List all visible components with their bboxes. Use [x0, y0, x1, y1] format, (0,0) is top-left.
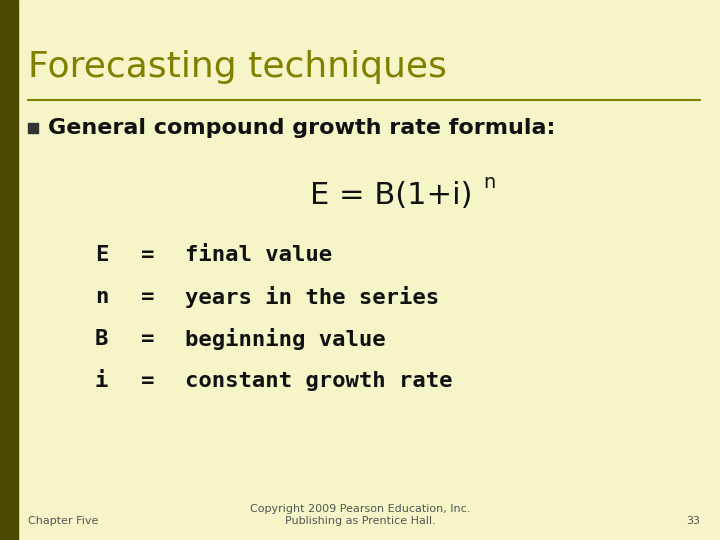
- Text: n: n: [483, 173, 495, 192]
- Text: E = B(1+i): E = B(1+i): [310, 180, 472, 210]
- Text: General compound growth rate formula:: General compound growth rate formula:: [48, 118, 555, 138]
- Text: n: n: [95, 287, 109, 307]
- Text: =: =: [141, 371, 155, 391]
- Text: =: =: [141, 329, 155, 349]
- Text: B: B: [95, 329, 109, 349]
- Text: i: i: [95, 371, 109, 391]
- Bar: [0, 0, 18, 540]
- Bar: [28, 123, 38, 133]
- Text: =: =: [141, 287, 155, 307]
- Text: beginning value: beginning value: [185, 328, 386, 350]
- Text: Forecasting techniques: Forecasting techniques: [28, 50, 447, 84]
- Text: =: =: [141, 245, 155, 265]
- Text: Copyright 2009 Pearson Education, Inc.
Publishing as Prentice Hall.: Copyright 2009 Pearson Education, Inc. P…: [250, 504, 470, 526]
- Text: constant growth rate: constant growth rate: [185, 371, 452, 391]
- Text: final value: final value: [185, 245, 332, 265]
- Text: years in the series: years in the series: [185, 286, 439, 308]
- Text: E: E: [95, 245, 109, 265]
- Text: 33: 33: [686, 516, 700, 526]
- Text: Chapter Five: Chapter Five: [28, 516, 99, 526]
